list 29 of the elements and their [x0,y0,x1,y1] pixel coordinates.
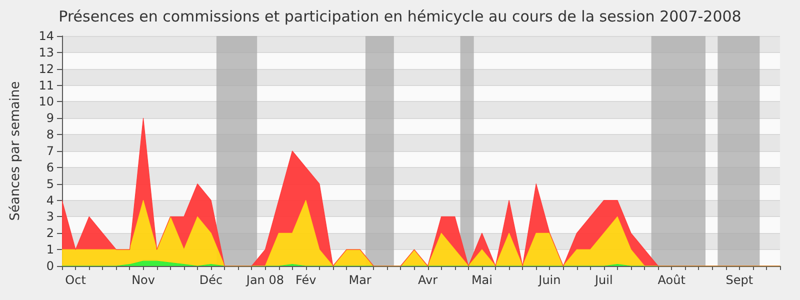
x-tick-label: Sept [726,273,754,287]
x-tick-label: Juil [594,273,613,287]
x-tick-label: Mar [348,273,372,287]
y-tick-label: 10 [38,94,54,109]
y-tick-label: 8 [46,128,54,142]
x-tick-label: Jan 08 [245,273,284,287]
chart-title: Présences en commissions et participation en hémicycle au cours de la session 2007-2008 [58,8,742,26]
x-tick-label: Août [658,273,686,287]
x-tick-label: Nov [132,273,155,287]
y-tick-label: 7 [46,144,54,158]
y-tick-label: 5 [46,176,54,191]
y-tick-label: 9 [46,111,54,126]
y-tick-label: 3 [46,210,54,224]
x-tick-label: Avr [418,273,438,287]
y-tick-label: 2 [46,226,54,240]
y-tick-label: 0 [46,259,54,273]
y-tick-label: 13 [38,45,54,60]
y-tick-label: 4 [46,193,54,208]
y-axis-title: Séances par semaine [8,81,23,221]
y-tick-label: 1 [46,242,54,257]
x-tick-label: Fév [295,273,316,287]
y-tick-label: 12 [38,62,54,76]
y-tick-label: 6 [46,160,54,174]
x-tick-label: Juin [538,273,561,287]
x-tick-label: Déc [199,273,223,287]
y-tick-label: 11 [38,78,54,92]
x-tick-label: Mai [471,273,492,287]
y-tick-label: 14 [38,29,54,43]
x-tick-label: Oct [65,273,86,287]
